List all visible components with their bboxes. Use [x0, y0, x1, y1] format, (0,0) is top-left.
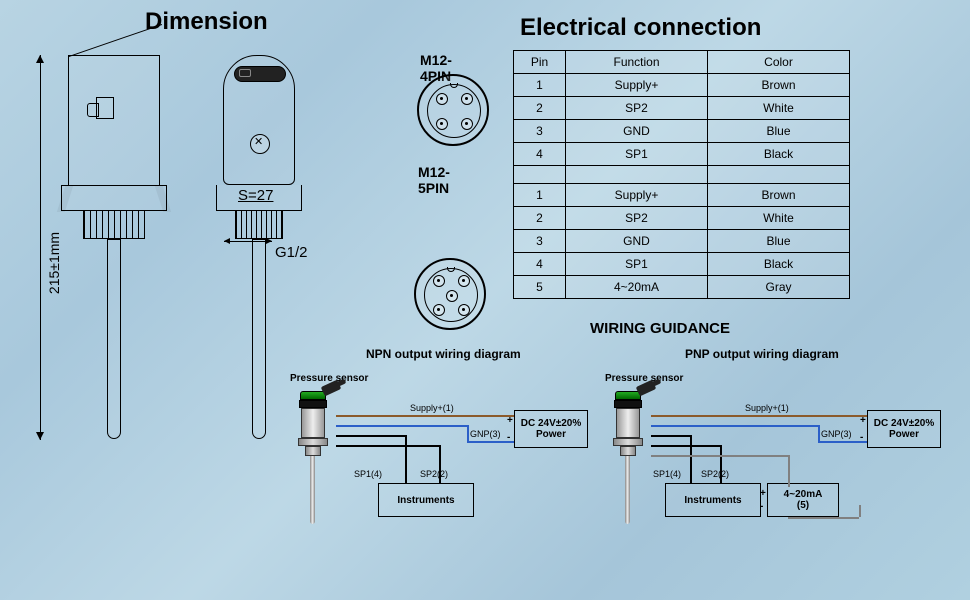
power-box: +-DC 24V±20% Power — [514, 410, 588, 448]
thread-dim-line — [224, 241, 272, 242]
sensor-side-view — [68, 55, 167, 439]
electrical-title: Electrical connection — [520, 14, 761, 42]
table-row: 2SP2White — [514, 207, 850, 230]
connector-area: M12- 4PIN M12- 5PIN — [400, 52, 472, 196]
dimension-title: Dimension — [145, 8, 268, 36]
sensor-mini-icon — [615, 391, 643, 524]
instruments-box: Instruments — [378, 483, 474, 517]
npn-diagram: Pressure sensor +-DC 24V±20% Power Instr… — [290, 365, 590, 590]
cable-gland — [96, 97, 114, 119]
ma-wire — [651, 455, 789, 457]
power-box: +-DC 24V±20% Power — [867, 410, 941, 448]
supply-wire — [336, 415, 514, 417]
table-row: 1Supply+Brown — [514, 184, 850, 207]
gnd-wire — [651, 425, 819, 427]
sp1-wire — [336, 435, 406, 437]
sp1-wire — [651, 435, 691, 437]
gnd-wire — [336, 425, 468, 427]
ma-box: +-4~20mA (5) — [767, 483, 839, 517]
m12-4pin-connector — [417, 74, 489, 146]
m12-5pin-connector — [414, 258, 486, 330]
button-icon — [250, 134, 270, 154]
supply-label: Supply+(1) — [410, 403, 454, 413]
sp2-wire — [336, 445, 440, 447]
table-row: 4SP1Black — [514, 253, 850, 276]
table-row: 4SP1Black — [514, 143, 850, 166]
m12-5pin-label: M12- 5PIN — [418, 164, 472, 196]
pin-table: PinFunctionColor 1Supply+Brown 2SP2White… — [513, 50, 850, 299]
table-header-row: PinFunctionColor — [514, 51, 850, 74]
thread-label: G1/2 — [275, 244, 308, 261]
supply-wire — [651, 415, 867, 417]
hex-size-label: S=27 — [238, 187, 273, 204]
sp2-label: SP2(2) — [701, 469, 729, 479]
sp2-label: SP2(2) — [420, 469, 448, 479]
npn-title: NPN output wiring diagram — [366, 347, 521, 361]
height-dimension-line — [40, 55, 41, 440]
pnp-title: PNP output wiring diagram — [685, 347, 839, 361]
gnp-label: GNP(3) — [470, 429, 501, 439]
pnp-diagram: Pressure sensor +-DC 24V±20% Power Instr… — [605, 365, 905, 590]
table-spacer — [514, 166, 850, 184]
table-row: 1Supply+Brown — [514, 74, 850, 97]
sp2-wire — [651, 445, 721, 447]
table-row: 3GNDBlue — [514, 230, 850, 253]
sp1-label: SP1(4) — [354, 469, 382, 479]
instruments-box: Instruments — [665, 483, 761, 517]
table-row: 2SP2White — [514, 97, 850, 120]
table-row: 3GNDBlue — [514, 120, 850, 143]
sensor-mini-icon — [300, 391, 328, 524]
wiring-guidance-title: WIRING GUIDANCE — [590, 320, 730, 337]
sp1-label: SP1(4) — [653, 469, 681, 479]
table-row: 54~20mAGray — [514, 276, 850, 299]
display-icon — [234, 66, 286, 82]
supply-label: Supply+(1) — [745, 403, 789, 413]
height-label: 215±1mm — [46, 232, 62, 294]
gnp-label: GNP(3) — [821, 429, 852, 439]
